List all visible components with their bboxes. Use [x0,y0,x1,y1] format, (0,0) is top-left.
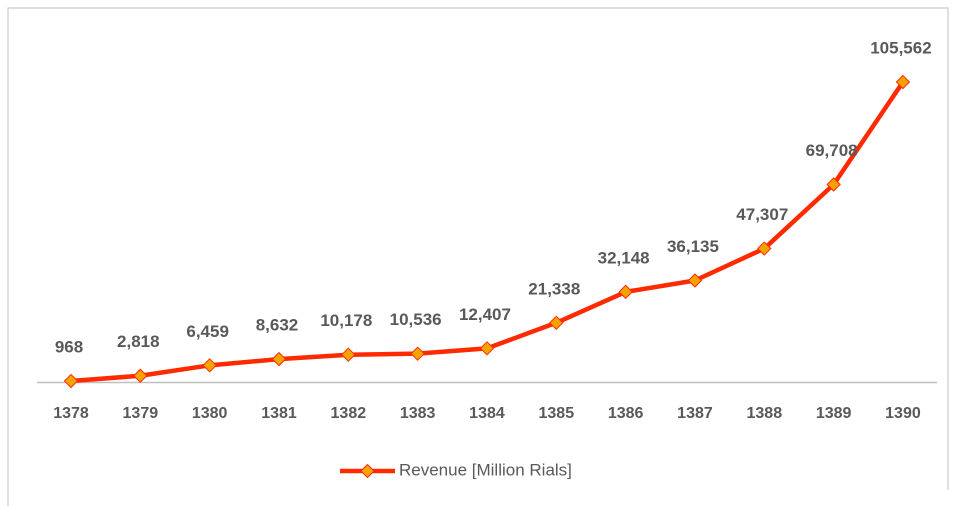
x-tick-label: 1380 [192,405,228,422]
x-tick-label: 1382 [331,405,367,422]
data-label: 69,708 [806,141,858,160]
data-label: 2,818 [117,332,160,351]
marker [202,358,217,373]
marker [618,284,633,300]
x-tick-label: 1389 [816,405,852,422]
marker [271,351,287,367]
marker [133,368,148,383]
x-tick-label: 1379 [123,405,159,422]
data-label: 968 [55,338,83,357]
marker [479,341,495,356]
x-tick-label: 1386 [608,405,644,422]
data-label: 47,307 [736,205,788,224]
x-tick-label: 1388 [747,405,783,422]
data-label: 12,407 [459,305,511,324]
data-label: 10,178 [320,311,372,330]
x-tick-label: 1381 [261,405,297,422]
x-tick-label: 1383 [400,405,436,422]
data-label: 21,338 [528,279,580,298]
x-tick-label: 1384 [469,405,505,422]
data-label: 36,135 [667,237,719,256]
marker [549,315,564,331]
data-label: 8,632 [256,316,299,335]
marker [826,177,841,192]
marker [895,74,911,90]
marker [687,273,703,288]
marker [341,347,356,362]
x-tick-label: 1378 [53,405,89,422]
marker [757,241,772,256]
legend-marker [360,463,375,479]
data-label: 32,148 [598,248,650,267]
data-label: 6,459 [186,322,229,341]
marker [63,373,79,389]
x-tick-label: 1385 [539,405,575,422]
x-tick-label: 1390 [885,405,921,422]
data-label: 10,536 [390,310,442,329]
legend-label: Revenue [Million Rials] [399,460,572,479]
x-tick-label: 1387 [677,405,713,422]
data-label: 105,562 [870,38,931,57]
marker [410,346,425,361]
chart-frame [7,7,949,506]
